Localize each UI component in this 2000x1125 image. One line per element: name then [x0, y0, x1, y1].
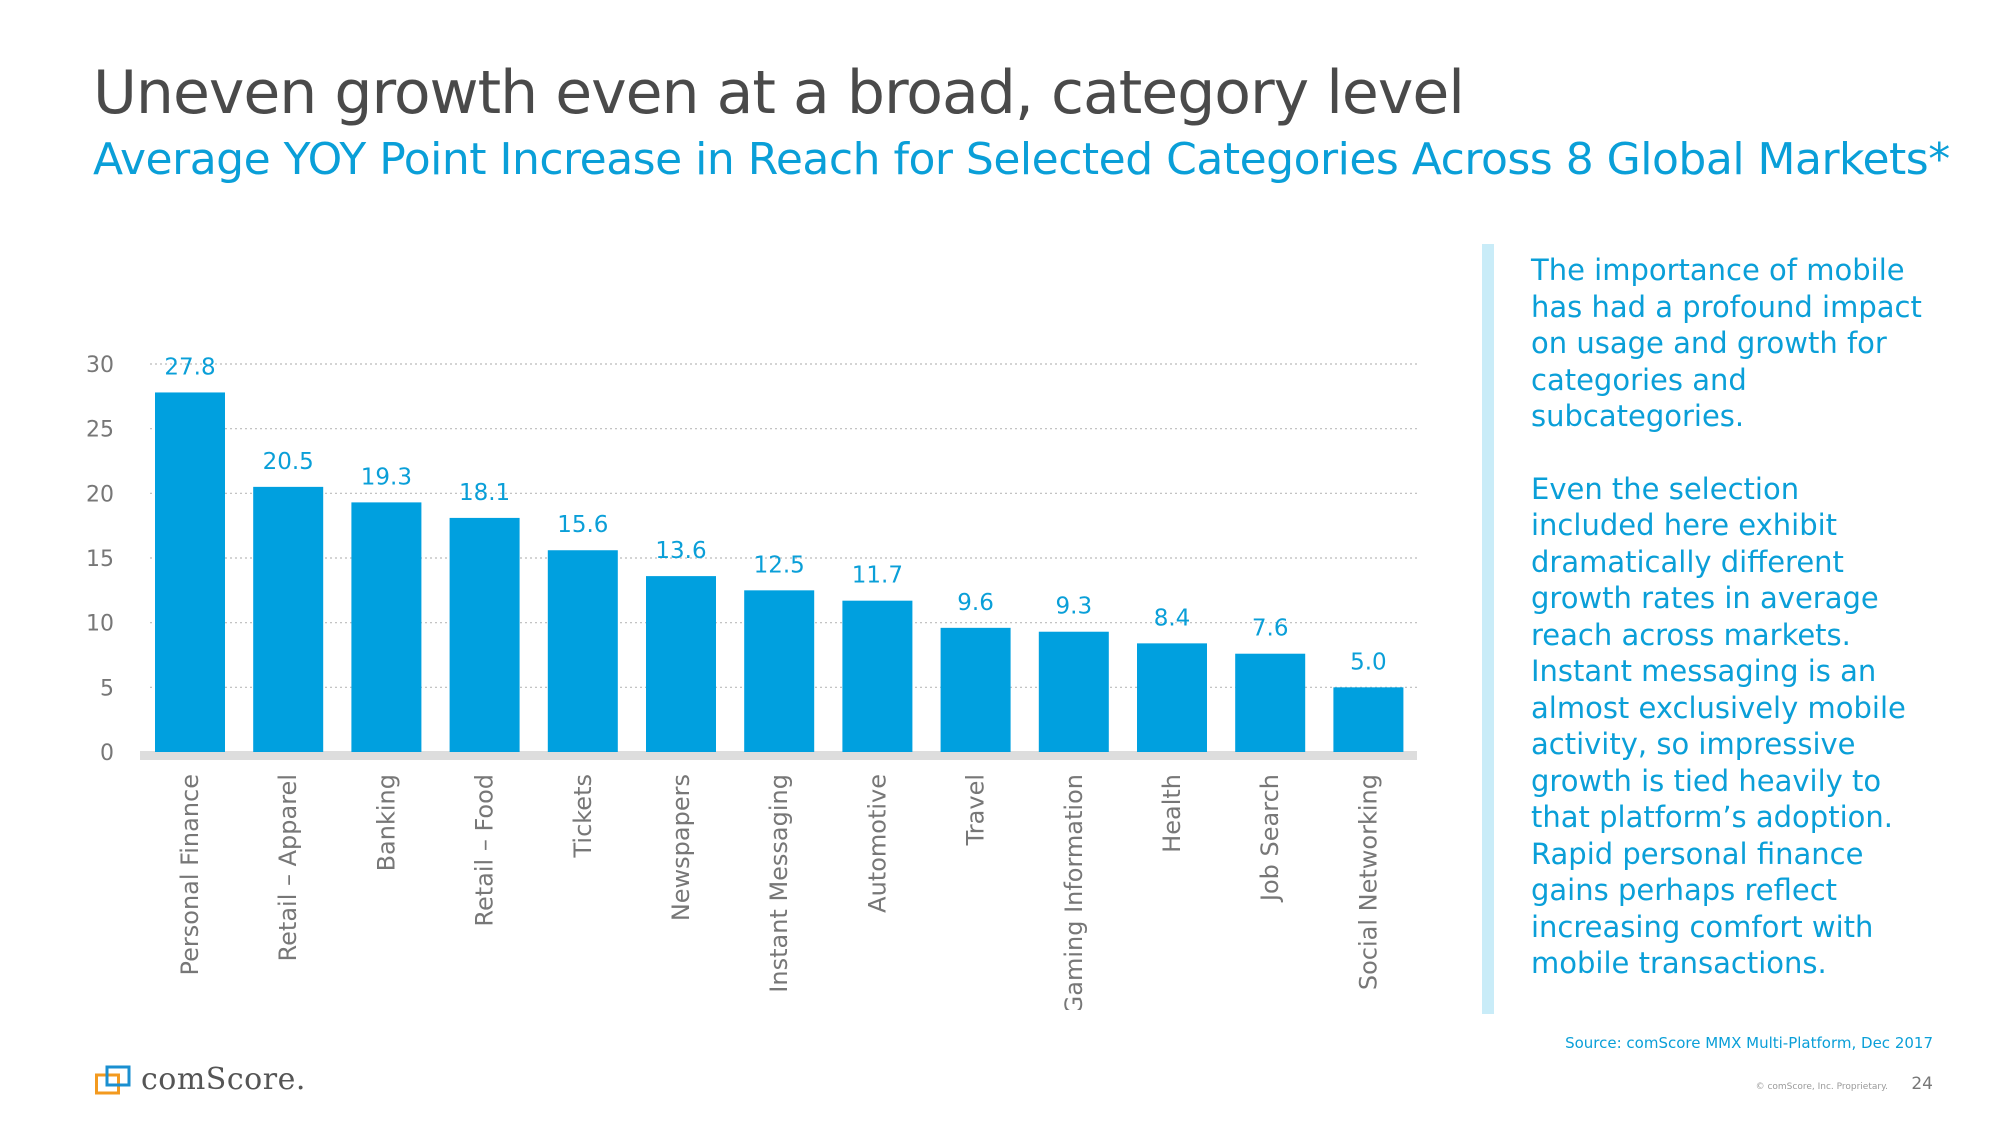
bar-value-label: 8.4 — [1154, 605, 1191, 631]
bars — [155, 392, 1404, 752]
bar-value-label: 9.3 — [1056, 594, 1093, 620]
x-tick-label: Job Search — [1256, 774, 1284, 903]
logo-wordmark: comScore. — [141, 1062, 306, 1097]
sidebar-accent-rule — [1482, 244, 1494, 1014]
y-tick-label: 5 — [100, 676, 114, 701]
bar-value-label: 9.6 — [957, 590, 994, 616]
x-tick-label: Tickets — [569, 774, 597, 859]
x-tick-label: Health — [1158, 774, 1186, 853]
bar — [351, 502, 422, 752]
comscore-logo-icon — [95, 1065, 131, 1094]
y-tick-label: 0 — [100, 741, 114, 766]
bar-value-label: 11.7 — [852, 563, 903, 589]
comscore-logo: comScore. — [95, 1062, 306, 1097]
bar — [842, 600, 913, 752]
value-labels: 27.8 20.5 19.3 18.1 15.6 13.6 12.5 11.7 9.6 9.3 8.… — [164, 354, 1386, 675]
bar-value-label: 18.1 — [459, 480, 510, 506]
commentary-paragraph-2: Even the selection included here exhibit… — [1531, 471, 1906, 981]
bar-value-label: 15.6 — [557, 512, 608, 538]
commentary-panel: The importance of mobile has had a profo… — [1531, 252, 1931, 1018]
bar — [1235, 653, 1306, 752]
bar — [1333, 687, 1404, 752]
y-tick-label: 10 — [86, 612, 114, 637]
chart-subtitle: Average YOY Point Increase in Reach for … — [93, 134, 1950, 185]
page-number: 24 — [1911, 1074, 1933, 1094]
bar-value-label: 27.8 — [164, 354, 215, 380]
bar-value-label: 12.5 — [754, 552, 805, 578]
y-tick-label: 30 — [86, 353, 114, 378]
x-tick-label: Newspapers — [667, 774, 695, 921]
page-title: Uneven growth even at a broad, category … — [93, 58, 1465, 128]
bar — [253, 486, 324, 752]
commentary-paragraph-1: The importance of mobile has had a profo… — [1531, 253, 1922, 433]
y-axis: 0 5 10 15 20 25 30 — [86, 353, 114, 766]
bar-value-label: 13.6 — [655, 538, 706, 564]
x-axis: Personal Finance Retail – Apparel Banking R… — [176, 774, 1382, 1010]
copyright-note: © comScore, Inc. Proprietary. — [1755, 1082, 1888, 1092]
x-tick-label: Social Networking — [1354, 774, 1382, 990]
bar — [449, 517, 520, 752]
x-tick-label: Travel — [962, 774, 990, 846]
bar-value-label: 5.0 — [1350, 649, 1387, 675]
bar-chart: 0 5 10 15 20 25 30 27.8 20.5 19.3 18.1 15.6 13.6 12.… — [86, 353, 1417, 1010]
bar-value-label: 7.6 — [1252, 616, 1289, 642]
x-tick-label: Automotive — [863, 774, 891, 913]
x-tick-label: Retail – Food — [471, 774, 499, 927]
y-tick-label: 15 — [86, 547, 114, 572]
y-tick-label: 25 — [86, 418, 114, 443]
bar — [940, 627, 1011, 752]
y-tick-label: 20 — [86, 482, 114, 507]
bar — [744, 590, 815, 752]
x-tick-label: Gaming Information — [1060, 774, 1088, 1010]
bar-value-label: 20.5 — [263, 449, 314, 475]
bar — [547, 550, 618, 752]
source-note: Source: comScore MMX Multi-Platform, Dec… — [1565, 1034, 1933, 1052]
x-tick-label: Retail – Apparel — [274, 774, 302, 961]
x-axis-baseline — [140, 751, 1417, 760]
x-tick-label: Personal Finance — [176, 774, 204, 975]
bar — [646, 576, 716, 752]
bar — [1038, 631, 1109, 752]
bar-value-label: 19.3 — [361, 464, 412, 490]
bar — [155, 392, 225, 752]
x-tick-label: Banking — [372, 774, 400, 871]
bar — [1137, 643, 1207, 752]
x-tick-label: Instant Messaging — [765, 774, 793, 993]
